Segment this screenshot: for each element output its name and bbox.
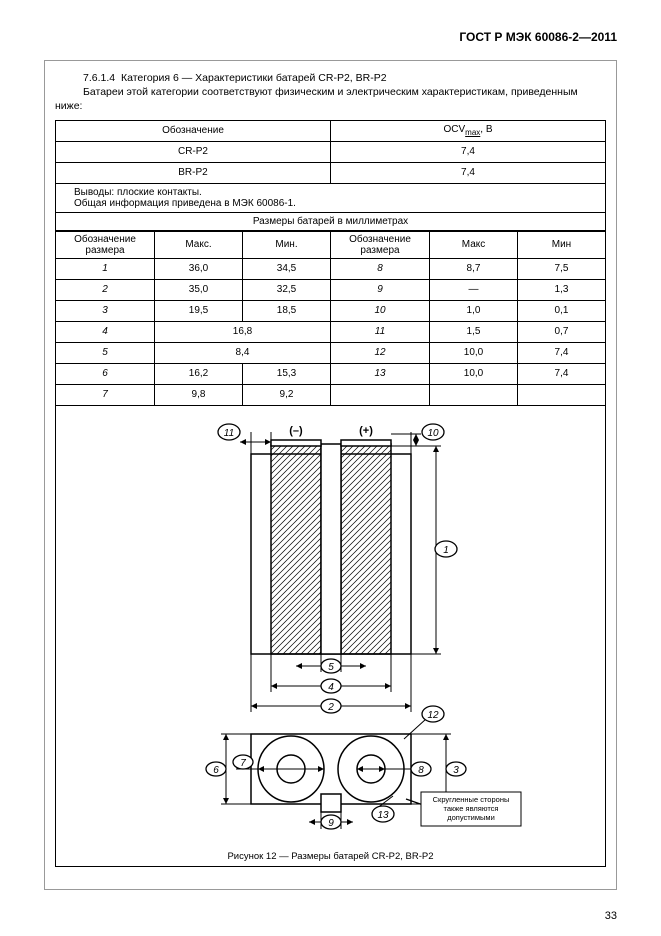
svg-text:6: 6 xyxy=(213,765,219,776)
svg-text:(–): (–) xyxy=(289,425,303,437)
svg-text:9: 9 xyxy=(328,818,334,829)
figure-caption: Рисунок 12 — Размеры батарей CR-P2, BR-P… xyxy=(56,851,605,862)
svg-text:12: 12 xyxy=(427,710,439,721)
table2-row: 5 8,4 12 10,0 7,4 xyxy=(56,342,606,363)
section-title: Категория 6 — Характеристики батарей CR-… xyxy=(121,72,387,84)
table2-row: 7 9,8 9,2 xyxy=(56,384,606,405)
dimensions-title: Размеры батарей в миллиметрах xyxy=(55,213,606,231)
svg-text:13: 13 xyxy=(377,810,389,821)
svg-text:1: 1 xyxy=(443,545,449,556)
table2-row: 6 16,2 15,3 13 10,0 7,4 xyxy=(56,363,606,384)
svg-text:Скругленные стороны: Скругленные стороны xyxy=(432,795,509,804)
svg-text:4: 4 xyxy=(328,682,334,693)
figure-container: (–) (+) 11 10 xyxy=(55,406,606,867)
svg-text:8: 8 xyxy=(418,765,424,776)
svg-text:2: 2 xyxy=(327,702,334,713)
document-code: ГОСТ Р МЭК 60086-2—2011 xyxy=(459,30,617,44)
table1-row: BR-P2 7,4 xyxy=(56,162,606,183)
table1-header-ocv: OCVmax, В xyxy=(331,120,606,141)
svg-text:7: 7 xyxy=(240,758,246,769)
svg-text:5: 5 xyxy=(328,662,334,673)
table1-header-designation: Обозначение xyxy=(56,120,331,141)
svg-text:3: 3 xyxy=(453,765,459,776)
svg-text:10: 10 xyxy=(427,428,439,439)
svg-text:11: 11 xyxy=(223,428,233,439)
page-number: 33 xyxy=(605,910,617,922)
designation-table: Обозначение OCVmax, В CR-P2 7,4 BR-P2 7,… xyxy=(55,120,606,184)
svg-text:также являются: также являются xyxy=(443,804,498,813)
svg-text:(+): (+) xyxy=(359,425,373,437)
notes-block: Выводы: плоские контакты. Общая информац… xyxy=(55,184,606,213)
section-number: 7.6.1.4 xyxy=(83,72,115,84)
table2-row: 3 19,5 18,5 10 1,0 0,1 xyxy=(56,300,606,321)
svg-text:допустимыми: допустимыми xyxy=(447,813,495,822)
table2-row: 4 16,8 11 1,5 0,7 xyxy=(56,321,606,342)
intro-paragraph: Батареи этой категории соответствуют физ… xyxy=(55,85,606,113)
table2-row: 1 36,0 34,5 8 8,7 7,5 xyxy=(56,258,606,279)
table2-row: 2 35,0 32,5 9 — 1,3 xyxy=(56,279,606,300)
battery-diagram: (–) (+) 11 10 xyxy=(121,414,541,844)
dimensions-table: Обозначение размера Макс. Мин. Обозначен… xyxy=(55,231,606,406)
table1-row: CR-P2 7,4 xyxy=(56,141,606,162)
page-frame: 7.6.1.4 Категория 6 — Характеристики бат… xyxy=(44,60,617,890)
section-heading: 7.6.1.4 Категория 6 — Характеристики бат… xyxy=(55,71,606,85)
